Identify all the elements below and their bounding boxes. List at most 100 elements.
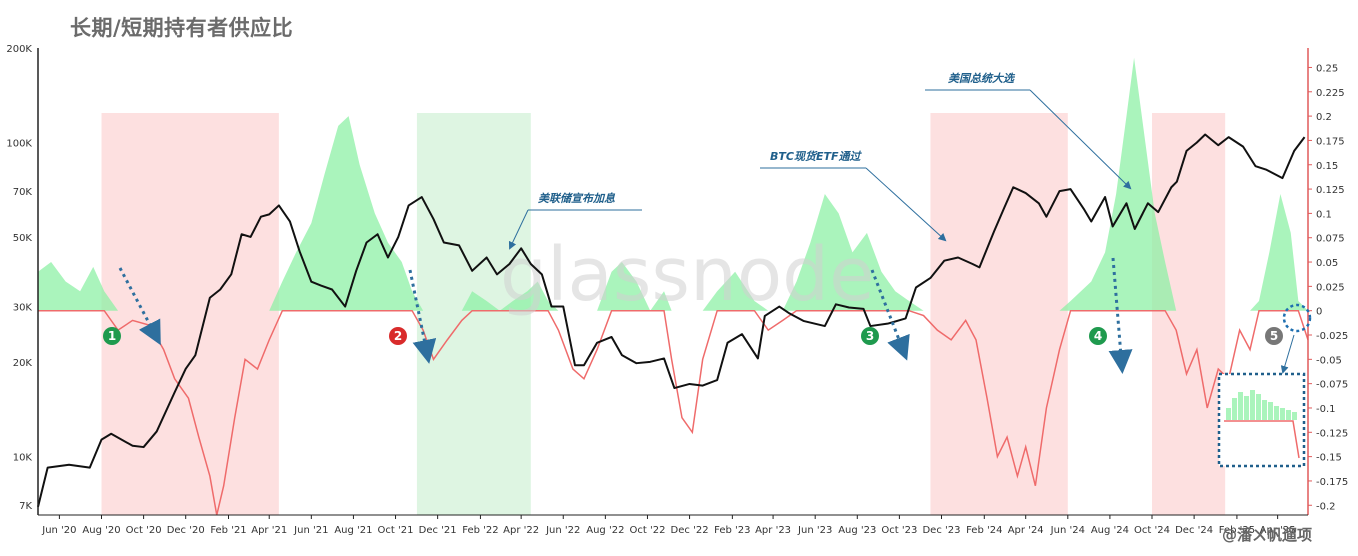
dotted-arrow-2 bbox=[870, 269, 910, 361]
right-tick-label: -0.15 bbox=[1316, 453, 1342, 464]
left-tick-label: 200K bbox=[6, 44, 32, 55]
x-tick-label: Apr '21 bbox=[251, 525, 287, 536]
annotation-arrow-us-election bbox=[1029, 89, 1132, 190]
right-tick-label: 0.225 bbox=[1316, 88, 1345, 99]
annotation-fed-hike: 美联储宣布加息 bbox=[538, 192, 616, 205]
x-tick-label: Feb '22 bbox=[462, 525, 498, 536]
shaded-region-red-0 bbox=[101, 113, 279, 515]
ratio-line-negative bbox=[38, 309, 1309, 516]
right-tick-label: 0.125 bbox=[1316, 185, 1345, 196]
right-tick-label: 0.025 bbox=[1316, 282, 1345, 293]
zoom-mini-bar bbox=[1292, 412, 1297, 420]
annotation-arrow-fed-hike bbox=[508, 209, 529, 250]
right-tick-label: 0.15 bbox=[1316, 161, 1338, 172]
left-tick-label: 10K bbox=[13, 452, 33, 463]
x-tick-label: Dec '22 bbox=[671, 525, 709, 536]
shaded-region-red-3 bbox=[1152, 113, 1226, 515]
right-tick-label: 0.2 bbox=[1316, 112, 1332, 123]
x-tick-label: Dec '21 bbox=[419, 525, 457, 536]
x-tick-label: Apr '23 bbox=[755, 525, 791, 536]
shaded-region-red-2 bbox=[930, 113, 1068, 515]
badge-number-1: 1 bbox=[108, 329, 116, 343]
x-tick-label: Jun '22 bbox=[545, 525, 580, 536]
right-tick-label: 0 bbox=[1316, 307, 1322, 318]
x-tick-label: Apr '22 bbox=[503, 525, 539, 536]
ratio-negative-line bbox=[38, 309, 1309, 516]
zoom-mini-bar bbox=[1238, 392, 1243, 420]
zoom-mini-bar bbox=[1256, 394, 1261, 420]
x-tick-label: Jun '24 bbox=[1050, 525, 1085, 536]
badge-circle-4 bbox=[1089, 327, 1107, 345]
x-tick-label: Feb '24 bbox=[966, 525, 1002, 536]
x-tick-label: Aug '22 bbox=[586, 525, 624, 536]
x-tick-label: Aug '21 bbox=[334, 525, 372, 536]
x-tick-label: Oct '24 bbox=[1134, 525, 1170, 536]
x-tick-label: Dec '24 bbox=[1175, 525, 1213, 536]
zoom-mini-bar bbox=[1226, 408, 1231, 420]
left-tick-label: 30K bbox=[13, 303, 33, 314]
x-tick-label: Feb '21 bbox=[210, 525, 246, 536]
annotations: 美联储宣布加息 BTC现货ETF通过 美国总统大选 bbox=[118, 72, 1133, 374]
x-tick-label: Feb '23 bbox=[714, 525, 750, 536]
zoom-mini-bar bbox=[1280, 408, 1285, 420]
left-tick-label: 20K bbox=[13, 358, 33, 369]
badge-number-2: 2 bbox=[394, 329, 402, 343]
zoom-circle bbox=[1282, 303, 1312, 333]
right-tick-label: -0.05 bbox=[1316, 355, 1342, 366]
ratio-area-positive bbox=[38, 57, 1308, 311]
badge-circle-3 bbox=[861, 327, 879, 345]
right-tick-label: 0.05 bbox=[1316, 258, 1338, 269]
glassnode-watermark: glassnode bbox=[500, 232, 875, 318]
x-tick-label: Jun '20 bbox=[41, 525, 76, 536]
corner-watermark: @潘ㄨ帆遛项 bbox=[1222, 526, 1312, 544]
zoom-mini-bar bbox=[1250, 390, 1255, 420]
annotation-btc-etf: BTC现货ETF通过 bbox=[770, 150, 862, 163]
x-tick-label: Apr '25 bbox=[1260, 525, 1296, 536]
x-tick-label: Aug '20 bbox=[82, 525, 120, 536]
zoom-arrow bbox=[1280, 334, 1295, 374]
x-tick-label: Aug '24 bbox=[1091, 525, 1129, 536]
shaded-regions bbox=[101, 113, 1226, 515]
x-tick-label: Dec '20 bbox=[167, 525, 205, 536]
badge-number-4: 4 bbox=[1094, 329, 1102, 343]
right-tick-label: 0.25 bbox=[1316, 63, 1338, 74]
btc-price-line bbox=[37, 133, 1306, 508]
x-tick-label: Jun '21 bbox=[293, 525, 328, 536]
annotation-arrow-btc-etf bbox=[865, 167, 947, 242]
right-tick-label: -0.1 bbox=[1316, 404, 1336, 415]
annotation-us-election: 美国总统大选 bbox=[948, 72, 1016, 85]
right-tick-label: -0.025 bbox=[1316, 331, 1348, 342]
x-tick-label: Jun '23 bbox=[797, 525, 832, 536]
left-tick-label: 100K bbox=[6, 138, 32, 149]
x-tick-label: Aug '23 bbox=[838, 525, 876, 536]
zoom-inset bbox=[1217, 303, 1312, 468]
right-tick-label: -0.125 bbox=[1316, 428, 1348, 439]
x-tick-label: Oct '21 bbox=[378, 525, 414, 536]
badge-circle-5 bbox=[1265, 327, 1283, 345]
left-tick-label: 50K bbox=[13, 233, 33, 244]
badge-circle-1 bbox=[103, 327, 121, 345]
zoom-mini-line bbox=[1224, 420, 1300, 459]
x-tick-label: Oct '23 bbox=[881, 525, 917, 536]
x-tick-label: Apr '24 bbox=[1008, 525, 1044, 536]
dotted-arrow-3 bbox=[1108, 257, 1133, 374]
zoom-mini-bar bbox=[1268, 402, 1273, 420]
right-tick-label: 0.075 bbox=[1316, 234, 1345, 245]
dotted-arrow-1 bbox=[408, 269, 437, 364]
right-tick-label: 0.1 bbox=[1316, 209, 1332, 220]
badge-number-5: 5 bbox=[1270, 329, 1278, 343]
zoom-box bbox=[1217, 372, 1306, 468]
chart-title: 长期/短期持有者供应比 bbox=[70, 16, 294, 40]
axes: 7K 10K 20K 30K 50K 70K 100K 200K 0.25 0.225 0.2 0.1… bbox=[6, 44, 1348, 536]
left-tick-label: 7K bbox=[19, 501, 32, 512]
zoom-mini-bar bbox=[1286, 410, 1291, 420]
right-tick-label: -0.175 bbox=[1316, 477, 1348, 488]
x-tick-label: Oct '22 bbox=[629, 525, 665, 536]
x-tick-label: Feb '25 bbox=[1219, 525, 1255, 536]
zoom-mini-bar bbox=[1262, 400, 1267, 420]
shaded-region-green-1 bbox=[416, 113, 531, 515]
badge-circle-2 bbox=[389, 327, 407, 345]
price-line bbox=[37, 133, 1306, 508]
badges: 1 2 3 4 5 bbox=[103, 327, 1283, 345]
